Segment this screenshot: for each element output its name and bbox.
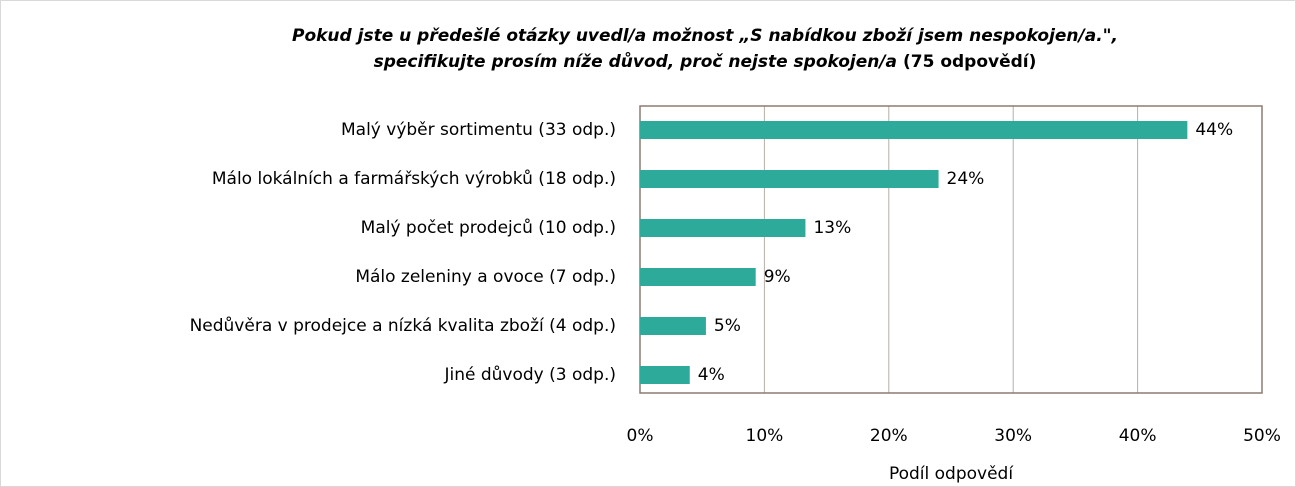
bar [640,170,939,188]
value-label: 4% [698,365,725,385]
value-label: 5% [714,316,741,336]
bar [640,121,1188,139]
value-label: 13% [813,218,851,238]
chart-title: Pokud jste u předešlé otázky uvedl/a mož… [292,26,1118,46]
value-label: 9% [764,267,791,287]
x-tick-label: 30% [994,426,1032,446]
chart-title: specifikujte prosím níže důvod, proč nej… [374,51,1037,72]
bar [640,366,690,384]
value-label: 44% [1195,120,1233,140]
bar [640,268,756,286]
value-label: 24% [947,169,985,189]
x-tick-label: 40% [1119,426,1157,446]
y-tick-label: Nedůvěra v prodejce a nízká kvalita zbož… [190,316,616,336]
x-tick-label: 10% [746,426,784,446]
x-tick-label: 50% [1243,426,1281,446]
y-tick-label: Jiné důvody (3 odp.) [443,365,616,385]
chart-title-note: (75 odpovědí) [903,52,1036,72]
y-tick-label: Málo lokálních a farmářských výrobků (18… [212,169,616,189]
y-tick-label: Malý počet prodejců (10 odp.) [361,218,616,238]
chart-title: specifikujte prosím níže důvod, proč nej… [374,51,897,72]
plot-border [639,105,1263,394]
bar [640,317,706,335]
y-tick-label: Malý výběr sortimentu (33 odp.) [341,120,616,140]
y-tick-label: Málo zeleniny a ovoce (7 odp.) [355,267,616,287]
x-tick-label: 0% [627,426,654,446]
bar [640,219,806,237]
x-axis-label: Podíl odpovědí [889,464,1014,484]
x-tick-label: 20% [870,426,908,446]
